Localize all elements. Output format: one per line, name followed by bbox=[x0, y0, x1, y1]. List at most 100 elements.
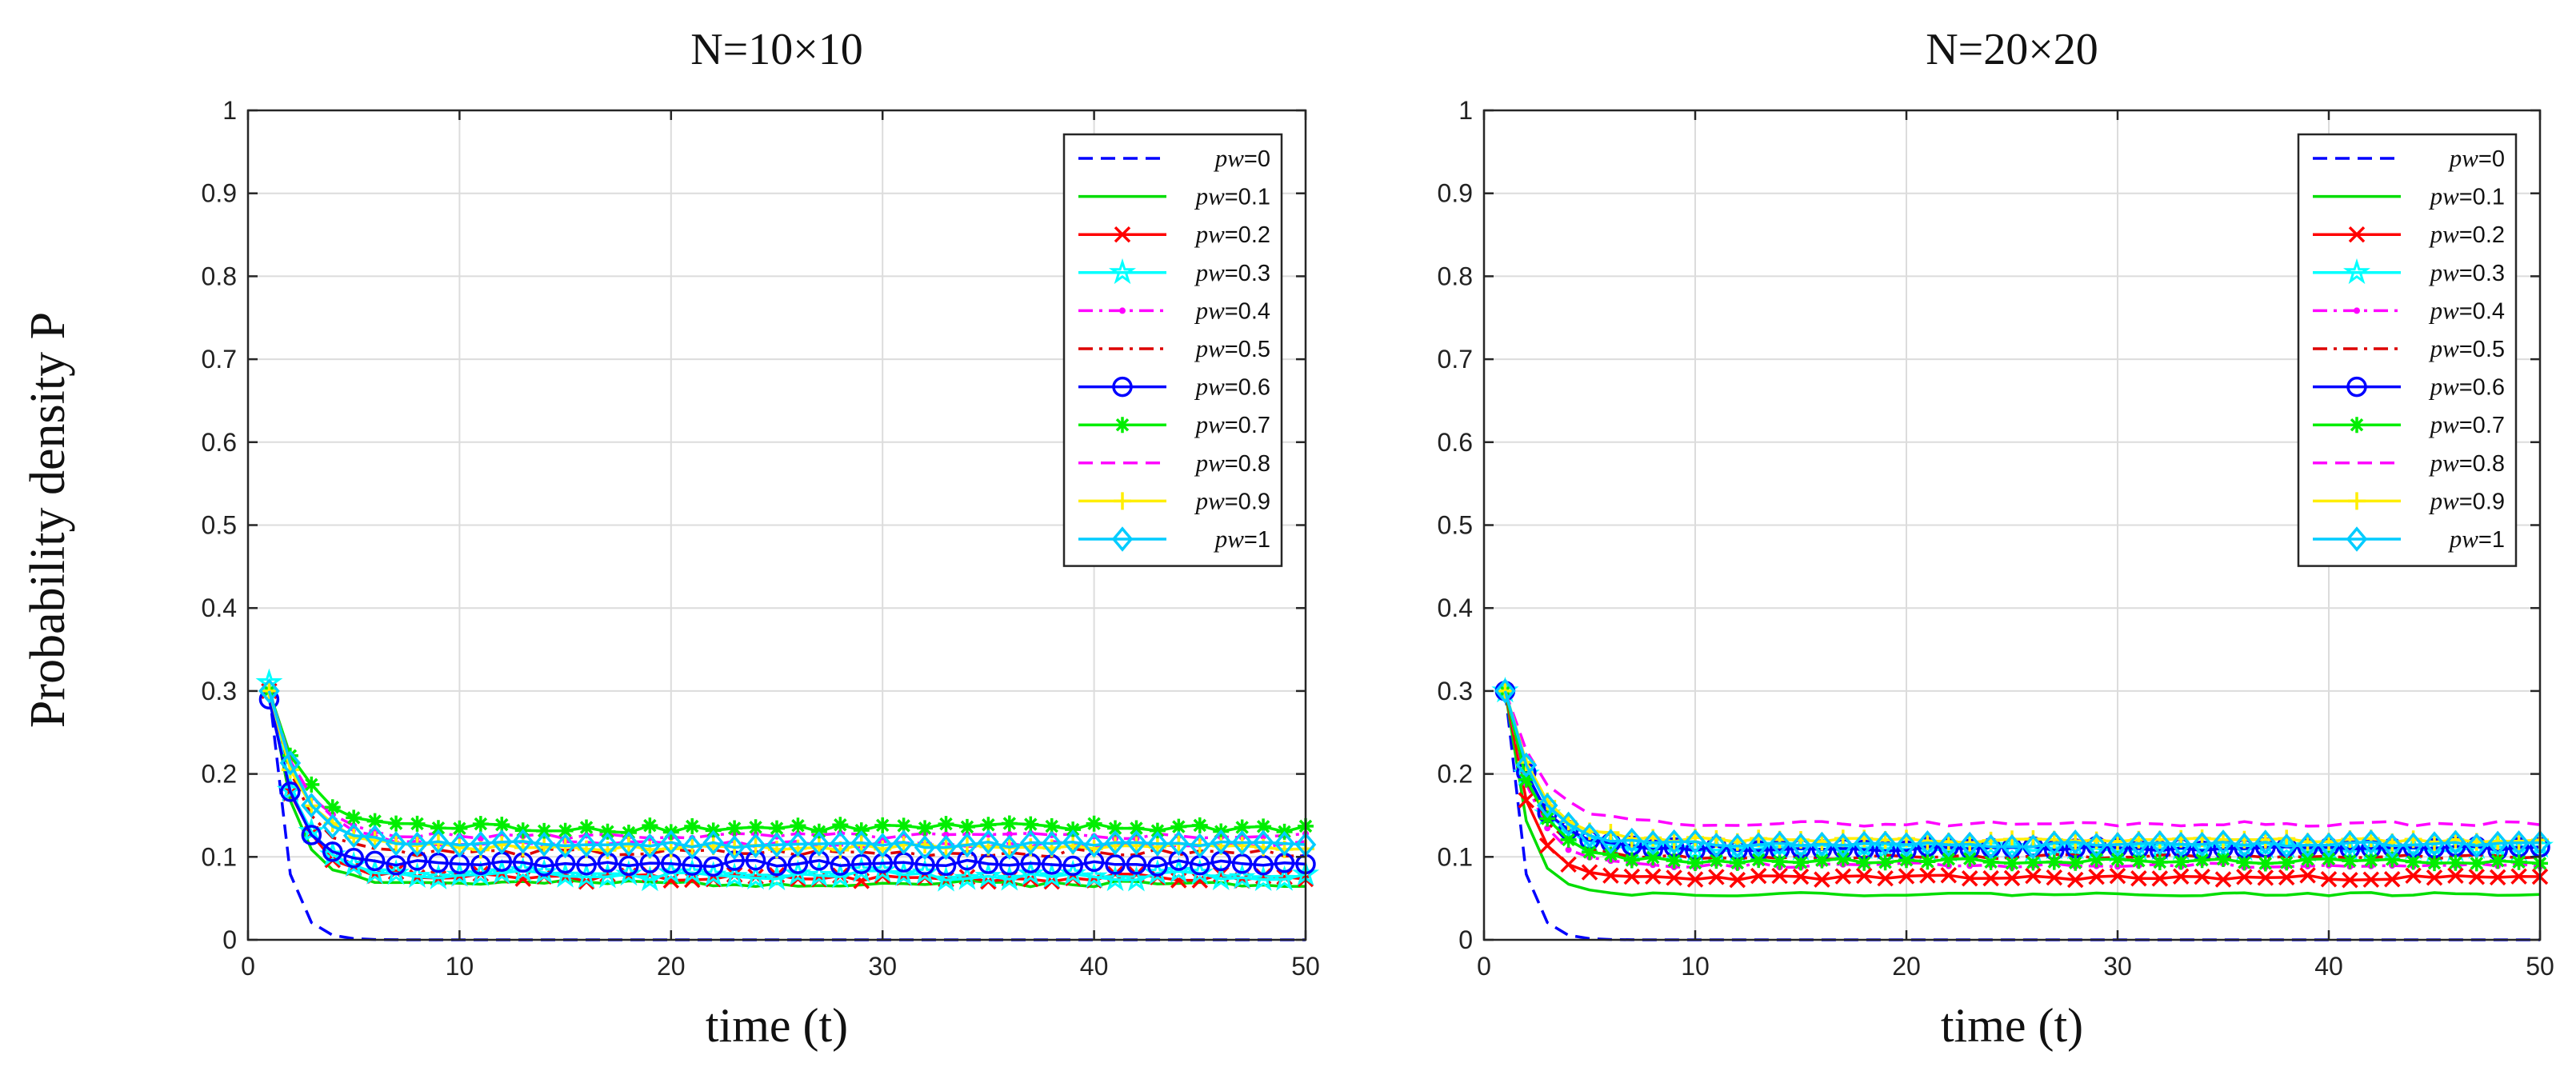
data-point bbox=[2025, 854, 2042, 871]
data-point bbox=[1684, 829, 1706, 854]
data-point bbox=[1853, 830, 1875, 857]
data-point bbox=[258, 678, 280, 704]
legend: pw=0pw=0.1pw=0.2pw=0.3pw=0.4pw=0.5pw=0.6… bbox=[1062, 133, 1283, 567]
legend-item: pw=0.8 bbox=[2313, 449, 2505, 477]
data-point bbox=[534, 856, 554, 877]
data-point bbox=[451, 820, 468, 837]
legend-prefix: pw bbox=[2429, 486, 2460, 514]
legend-label: pw=0.8 bbox=[2429, 449, 2505, 477]
data-point bbox=[2510, 868, 2527, 885]
data-point bbox=[935, 834, 957, 861]
data-point bbox=[470, 830, 492, 857]
data-point bbox=[2046, 869, 2063, 886]
data-point bbox=[2339, 829, 2361, 856]
data-point bbox=[2254, 829, 2277, 855]
data-point bbox=[1917, 830, 1938, 856]
data-point bbox=[578, 819, 595, 836]
data-point bbox=[1191, 817, 1208, 833]
data-point bbox=[2215, 850, 2231, 867]
data-point bbox=[279, 750, 302, 776]
legend-label: pw=0.3 bbox=[1194, 258, 1270, 286]
legend-marker bbox=[2348, 226, 2366, 243]
x-axis-label: time (t) bbox=[706, 999, 848, 1052]
legend-item: pw=1 bbox=[2313, 525, 2505, 553]
legend-marker bbox=[1114, 492, 1131, 510]
data-point bbox=[2003, 869, 2021, 887]
data-point bbox=[998, 834, 1021, 860]
y-tick-label: 0.9 bbox=[202, 179, 237, 208]
x-tick-label: 0 bbox=[1477, 952, 1491, 981]
data-point bbox=[1105, 854, 1126, 875]
legend-prefix: pw bbox=[1194, 258, 1226, 286]
data-point bbox=[2447, 854, 2464, 871]
data-point bbox=[2067, 854, 2084, 871]
data-point bbox=[1645, 849, 1662, 866]
data-point bbox=[388, 815, 405, 832]
data-point bbox=[1022, 816, 1039, 833]
data-point bbox=[2003, 830, 2021, 849]
y-tick-label: 0 bbox=[222, 925, 237, 954]
data-point bbox=[1274, 830, 1295, 857]
x-tick-label: 30 bbox=[2103, 952, 2132, 981]
data-point bbox=[2149, 830, 2171, 856]
legend-item: pw=0.8 bbox=[1078, 449, 1270, 477]
y-tick-label: 1 bbox=[222, 96, 237, 125]
legend-label: pw=0.6 bbox=[1194, 373, 1270, 401]
data-point bbox=[324, 799, 341, 816]
data-point bbox=[702, 829, 724, 856]
data-point bbox=[2486, 830, 2509, 857]
data-point bbox=[1558, 811, 1579, 837]
data-point bbox=[1666, 853, 1682, 869]
data-point bbox=[1687, 855, 1703, 872]
x-axis-label: time (t) bbox=[1941, 999, 2083, 1052]
data-point bbox=[1006, 830, 1013, 837]
data-point bbox=[1102, 865, 1129, 892]
data-point bbox=[1538, 837, 1556, 854]
x-tick-label: 10 bbox=[446, 952, 474, 981]
data-point bbox=[1729, 871, 1746, 889]
data-point bbox=[2194, 852, 2210, 869]
data-point bbox=[2402, 832, 2424, 858]
y-tick-label: 0.2 bbox=[1438, 760, 1473, 789]
data-point bbox=[512, 829, 534, 854]
data-point bbox=[874, 817, 891, 833]
data-point bbox=[2257, 855, 2274, 872]
data-point bbox=[1663, 829, 1685, 855]
data-point bbox=[1958, 831, 1981, 857]
data-point bbox=[430, 820, 446, 837]
x-tick-label: 10 bbox=[1681, 952, 1710, 981]
data-point bbox=[2321, 850, 2337, 867]
series-line bbox=[1503, 690, 2541, 897]
data-point bbox=[2426, 855, 2442, 872]
series-7 bbox=[1497, 682, 2548, 872]
legend-item: pw=0.7 bbox=[1078, 410, 1270, 438]
legend-label: pw=1 bbox=[2448, 525, 2505, 553]
data-point bbox=[1234, 819, 1250, 836]
data-point bbox=[805, 861, 833, 887]
series-10 bbox=[1494, 678, 2551, 860]
data-point bbox=[1874, 830, 1896, 856]
data-point bbox=[366, 813, 383, 829]
data-point bbox=[1207, 864, 1235, 891]
data-point bbox=[2151, 870, 2169, 887]
data-point bbox=[1128, 820, 1145, 837]
legend-value: =0.9 bbox=[2459, 489, 2505, 514]
legend-prefix: pw bbox=[2429, 410, 2460, 438]
data-point bbox=[472, 816, 489, 833]
legend-item: pw=0.4 bbox=[1078, 296, 1270, 324]
data-point bbox=[1255, 818, 1272, 835]
legend-marker bbox=[1114, 226, 1131, 243]
data-point bbox=[1623, 852, 1640, 869]
data-point bbox=[1165, 857, 1193, 884]
data-point bbox=[871, 833, 894, 858]
legend-value: =0.7 bbox=[2459, 413, 2505, 438]
data-point bbox=[1792, 868, 1810, 885]
data-point bbox=[1771, 867, 1788, 885]
data-point bbox=[2489, 869, 2506, 886]
legend-label: pw=0.2 bbox=[1194, 220, 1270, 248]
data-point bbox=[1126, 854, 1147, 875]
data-point bbox=[1771, 853, 1788, 870]
data-point bbox=[551, 861, 579, 888]
data-point bbox=[2278, 854, 2295, 871]
y-tick-label: 0.4 bbox=[202, 593, 237, 622]
